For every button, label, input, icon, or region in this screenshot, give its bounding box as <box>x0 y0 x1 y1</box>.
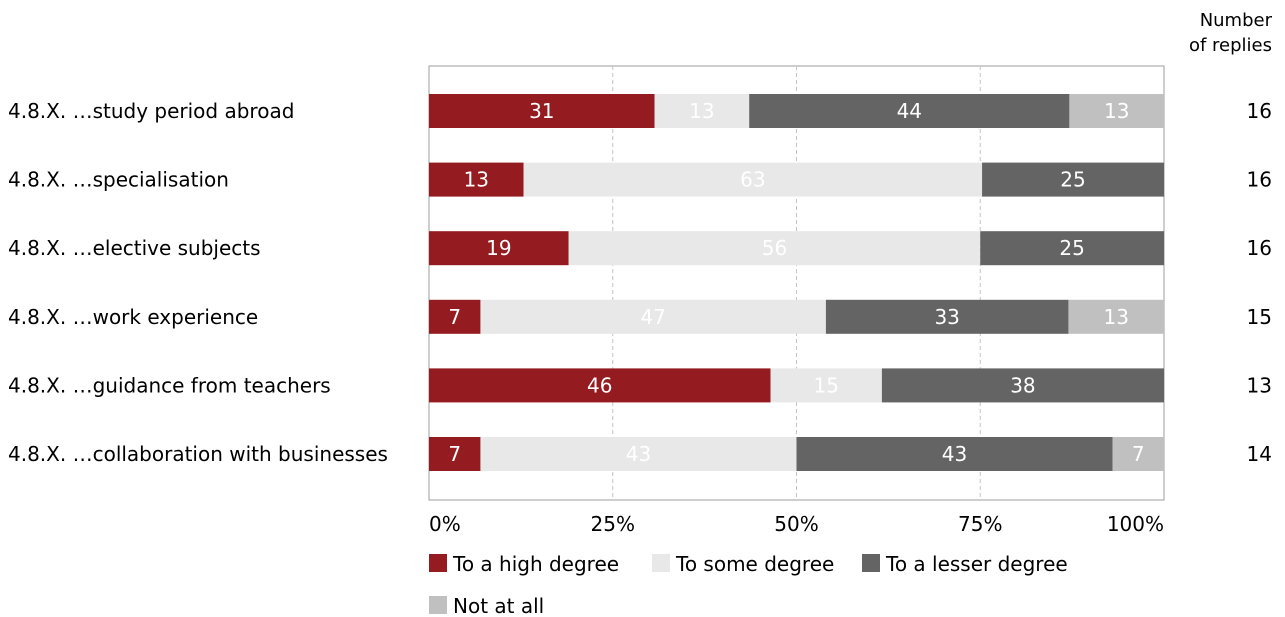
category-label: 4.8.X. …work experience <box>8 305 258 329</box>
category-label: 4.8.X. …elective subjects <box>8 236 261 260</box>
x-tick-label: 50% <box>774 512 818 536</box>
category-labels: 4.8.X. …study period abroad 4.8.X. …speci… <box>8 99 388 466</box>
x-axis-ticks: 0% 25% 50% 75% 100% <box>429 512 1164 536</box>
x-tick-label: 0% <box>429 512 461 536</box>
data-label: 7 <box>1132 442 1145 466</box>
bar-segment <box>654 94 750 128</box>
bar-segment <box>1069 94 1164 128</box>
bar-segment <box>825 299 1069 334</box>
legend-label: Not at all <box>453 594 544 617</box>
category-label: 4.8.X. …specialisation <box>8 168 229 192</box>
legend-label: To a high degree <box>452 552 619 576</box>
data-label: 31 <box>529 99 554 123</box>
reply-count: 13 <box>1247 373 1272 397</box>
x-tick-label: 75% <box>958 512 1002 536</box>
data-label: 44 <box>897 99 922 123</box>
data-label: 7 <box>448 305 461 329</box>
data-label: 13 <box>1104 99 1129 123</box>
data-label: 13 <box>464 168 489 192</box>
legend-swatch <box>429 596 447 614</box>
category-label: 4.8.X. …collaboration with businesses <box>8 442 388 466</box>
legend-label: To some degree <box>675 552 834 576</box>
bar-segment <box>429 94 655 128</box>
data-label: 19 <box>486 236 511 260</box>
legend-label: To a lesser degree <box>885 552 1068 576</box>
bar-segment <box>982 162 1164 197</box>
x-tick-label: 25% <box>591 512 635 536</box>
data-label: 38 <box>1010 373 1035 397</box>
reply-count: 16 <box>1247 99 1272 123</box>
reply-count: 16 <box>1247 168 1272 192</box>
data-label: 25 <box>1059 236 1084 260</box>
reply-count: 15 <box>1247 305 1272 329</box>
bar-segment <box>429 437 481 471</box>
bar-segment <box>770 368 882 403</box>
data-label: 47 <box>640 305 665 329</box>
bar-segment <box>429 368 771 403</box>
legend-swatch <box>652 554 670 572</box>
bar-segment <box>480 299 826 334</box>
data-label: 56 <box>762 236 787 260</box>
data-label: 13 <box>689 99 714 123</box>
data-label: 46 <box>587 373 612 397</box>
data-label: 7 <box>448 442 461 466</box>
legend-swatch <box>429 554 447 572</box>
data-label: 15 <box>813 373 838 397</box>
data-label: 33 <box>934 305 959 329</box>
data-label: 43 <box>626 442 651 466</box>
legend: To a high degree To some degree To a lesse… <box>429 552 1068 617</box>
bar-segment <box>568 231 981 266</box>
x-tick-label: 100% <box>1107 512 1164 536</box>
data-label: 43 <box>942 442 967 466</box>
category-label: 4.8.X. …study period abroad <box>8 99 294 123</box>
legend-swatch <box>862 554 880 572</box>
bars: 31 13 44 13 13 63 25 19 56 25 7 47 33 13 46 15 38 7 43 43 7 <box>429 94 1164 471</box>
data-label: 25 <box>1060 168 1085 192</box>
replies-header: Number <box>1200 10 1273 31</box>
bar-segment <box>429 299 481 334</box>
gridlines <box>612 66 981 500</box>
bar-segment <box>749 94 1070 128</box>
bar-segment <box>480 437 797 471</box>
bar-segment <box>523 162 983 197</box>
reply-counts: 16 16 16 15 13 14 Number of replies <box>1189 10 1273 466</box>
bar-segment <box>429 231 569 266</box>
data-label: 63 <box>740 168 765 192</box>
bar-segment <box>980 231 1164 266</box>
bar-segment <box>796 437 1113 471</box>
bar-segment <box>429 162 524 197</box>
category-label: 4.8.X. …guidance from teachers <box>8 373 331 397</box>
data-label: 13 <box>1103 305 1128 329</box>
bar-segment <box>881 368 1164 403</box>
bar-segment <box>1068 299 1164 334</box>
bar-segment <box>1112 437 1164 471</box>
replies-header: of replies <box>1189 35 1272 56</box>
reply-count: 14 <box>1247 442 1272 466</box>
reply-count: 16 <box>1247 236 1272 260</box>
